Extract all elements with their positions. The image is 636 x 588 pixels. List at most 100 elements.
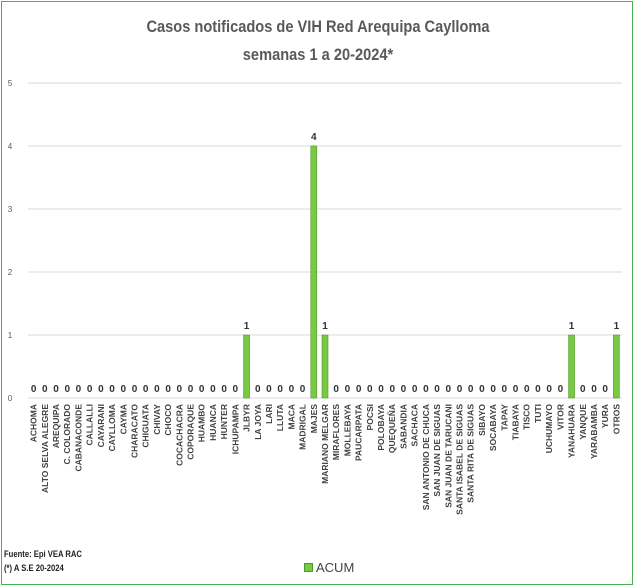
x-tick-label: TIABAYA	[511, 404, 521, 440]
x-tick-label: SANTA RITA DE SIGUAS	[466, 404, 476, 503]
data-label: 0	[446, 384, 452, 395]
x-tick-label: CHOCO	[163, 404, 173, 436]
bar	[310, 145, 318, 399]
data-label: 0	[423, 384, 429, 395]
data-label: 0	[277, 384, 283, 395]
data-label: 0	[558, 384, 564, 395]
data-label: 0	[233, 384, 239, 395]
x-tick-label: C. COLORADO	[62, 404, 72, 465]
x-tick-label: MARIANO MELGAR	[320, 404, 330, 484]
x-tick-label: OTROS	[611, 404, 621, 435]
data-label: 0	[87, 384, 93, 395]
data-label: 0	[513, 384, 519, 395]
x-tick-label: YANAHUARA	[567, 404, 577, 458]
data-label: 0	[165, 384, 171, 395]
bar	[613, 334, 620, 399]
x-tick-label: SANTA ISABEL DE SIGUAS	[454, 404, 464, 515]
data-label: 0	[266, 384, 272, 395]
x-tick-label: UCHUMAYO	[544, 404, 554, 454]
x-tick-label: POLOBAYA	[376, 404, 386, 451]
data-label: 0	[120, 384, 126, 395]
data-label: 0	[401, 384, 407, 395]
x-tick-label: COCACHACRA	[174, 404, 184, 466]
data-label: 0	[42, 384, 48, 395]
data-label: 0	[210, 384, 216, 395]
data-label: 0	[367, 384, 373, 395]
x-tick-label: SOCABAYA	[488, 404, 498, 451]
data-label: 4	[311, 132, 317, 143]
data-label: 0	[188, 384, 194, 395]
data-label: 0	[109, 384, 115, 395]
data-label: 0	[389, 384, 395, 395]
x-tick-label: CAYLLOMA	[107, 404, 117, 451]
x-tick-label: LA JOYA	[253, 404, 263, 440]
x-tick-label: CAYMA	[118, 404, 128, 434]
x-tick-label: CHIGUATA	[141, 404, 151, 448]
data-label: 0	[434, 384, 440, 395]
data-label: 0	[300, 384, 306, 395]
legend: ACUM	[304, 560, 354, 575]
x-tick-label: SACHACA	[410, 404, 420, 447]
data-label: 0	[490, 384, 496, 395]
source-note: Fuente: Epi VEA RAC	[4, 549, 82, 559]
period-note: (*) A S.E 20-2024	[4, 563, 64, 573]
x-tick-label: LLUTA	[275, 404, 285, 431]
data-label: 0	[468, 384, 474, 395]
data-label: 1	[244, 321, 250, 332]
legend-swatch	[304, 563, 313, 572]
x-tick-label: ACHOMA	[29, 404, 39, 442]
x-tick-label: TAPAY	[499, 404, 509, 431]
data-label: 0	[132, 384, 138, 395]
legend-label: ACUM	[316, 560, 355, 575]
x-tick-label: VITOR	[555, 404, 565, 430]
data-label: 0	[546, 384, 552, 395]
x-tick-label: TUTI	[533, 404, 543, 423]
data-label: 0	[502, 384, 508, 395]
y-tick-label: 5	[8, 79, 13, 88]
data-label: 0	[591, 384, 597, 395]
y-tick-label: 2	[8, 268, 13, 277]
data-label: 0	[143, 384, 149, 395]
x-tick-label: HUNTER	[219, 404, 229, 439]
data-label: 0	[154, 384, 160, 395]
x-tick-label: CAYARANI	[96, 404, 106, 447]
data-label: 0	[255, 384, 261, 395]
x-tick-label: POCSI	[365, 404, 375, 430]
x-tick-label: CABANACONDE	[73, 404, 83, 472]
x-tick-label: SIBAYO	[477, 404, 487, 436]
data-label: 0	[221, 384, 227, 395]
x-tick-label: MACA	[286, 404, 296, 430]
x-tick-label: SABANDIA	[398, 404, 408, 449]
y-tick-label: 4	[8, 142, 13, 151]
x-tick-label: SAN JUAN DE SIGUAS	[432, 404, 442, 497]
x-tick-label: MIRAFLORES	[331, 404, 341, 461]
data-label: 0	[64, 384, 70, 395]
bar	[568, 334, 575, 399]
x-tick-label: MAJES	[309, 404, 319, 434]
x-tick-label: CHARACATO	[129, 404, 139, 458]
x-tick-label: QUEQUEÑA	[387, 404, 397, 453]
data-label: 0	[53, 384, 59, 395]
data-label: 0	[76, 384, 82, 395]
x-tick-label: ICHUPAMPA	[230, 404, 240, 454]
x-tick-label: CALLALLI	[85, 404, 95, 446]
y-tick-label: 3	[8, 205, 13, 214]
x-tick-label: YANQUE	[578, 404, 588, 440]
data-label: 0	[345, 384, 351, 395]
data-label: 0	[524, 384, 530, 395]
data-label: 0	[333, 384, 339, 395]
x-tick-label: AREQUIPA	[51, 404, 61, 448]
bar	[321, 334, 329, 399]
x-tick-label: LARI	[264, 404, 274, 424]
data-label: 0	[199, 384, 205, 395]
chart-title: Casos notificados de VIH Red Arequipa Ca…	[146, 17, 490, 36]
x-tick-label: HUAMBO	[197, 404, 207, 443]
x-tick-label: HUANCA	[208, 404, 218, 441]
x-tick-label: CHIVAY	[152, 404, 162, 435]
y-tick-label: 1	[8, 331, 13, 340]
x-tick-label: SAN JUAN DE TARUCANI	[443, 404, 453, 508]
x-tick-label: TISCO	[522, 404, 532, 430]
x-tick-label: JLBYR	[242, 404, 252, 432]
x-tick-label: YURA	[600, 404, 610, 428]
